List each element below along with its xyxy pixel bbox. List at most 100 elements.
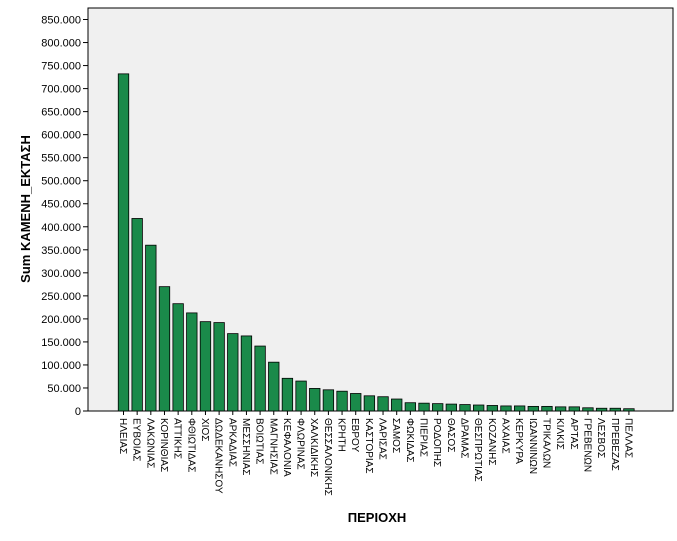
x-tick-label: ΠΕΛΛΑΣ	[622, 418, 633, 458]
y-tick-label: 850.000	[41, 15, 81, 27]
x-tick-label: ΗΛΕΙΑΣ	[117, 418, 128, 454]
x-tick-label: ΚΟΡΙΝΘΙΑΣ	[158, 418, 169, 472]
bar	[404, 402, 417, 412]
bar	[554, 406, 567, 412]
bar	[350, 393, 362, 412]
bar	[527, 405, 539, 412]
bar	[595, 407, 608, 412]
x-tick-label: ΜΑΓΝΗΣΙΑΣ	[267, 418, 278, 475]
x-tick-label: ΚΡΗΤΗ	[336, 418, 347, 452]
x-tick-label: ΚΑΣΤΟΡΙΑΣ	[363, 418, 374, 474]
x-tick-label: ΠΙΕΡΙΑΣ	[418, 418, 429, 457]
x-tick-label: ΧΙΟΣ	[199, 418, 210, 441]
x-tick-label: ΛΕΣΒΟΣ	[595, 418, 606, 458]
bar	[254, 345, 266, 412]
bar	[227, 333, 239, 412]
y-tick-label: 200.000	[41, 314, 81, 326]
x-tick-label: ΒΟΙΩΤΙΑΣ	[254, 418, 265, 464]
y-tick-label: 750.000	[41, 61, 81, 73]
y-tick-label: 550.000	[41, 153, 81, 165]
x-tick-label: ΡΟΔΟΠΗΣ	[431, 418, 442, 467]
bar	[609, 407, 621, 412]
bar	[295, 380, 307, 412]
x-tick-label: ΕΥΒΟΙΑΣ	[131, 418, 142, 461]
bar	[486, 405, 498, 412]
bar	[623, 408, 635, 412]
bar	[473, 404, 485, 412]
y-tick-label: 0	[75, 406, 81, 418]
y-tick-label: 100.000	[41, 360, 81, 372]
bar	[281, 377, 294, 412]
bar	[391, 398, 403, 412]
y-tick-label: 400.000	[41, 222, 81, 234]
bar	[541, 405, 553, 412]
y-tick-label: 600.000	[41, 130, 81, 142]
y-tick-label: 500.000	[41, 176, 81, 188]
x-tick-label: ΕΒΡΟΥ	[349, 418, 360, 452]
bar	[377, 396, 389, 412]
y-tick-label: 800.000	[41, 38, 81, 50]
x-tick-label: ΑΡΚΑΔΙΑΣ	[226, 418, 237, 467]
x-tick-label: ΑΤΤΙΚΗΣ	[172, 418, 183, 459]
bar	[500, 405, 512, 412]
bar	[240, 335, 253, 412]
x-tick-label: ΓΡΕΒΕΝΩΝ	[581, 418, 592, 472]
bar	[336, 390, 348, 412]
y-tick-label: 700.000	[41, 84, 81, 96]
bar	[145, 244, 157, 412]
x-tick-label: ΣΑΜΟΣ	[390, 418, 401, 453]
x-tick-label: ΤΡΙΚΑΛΩΝ	[540, 418, 551, 468]
bar	[582, 407, 594, 412]
x-tick-label: ΚΕΡΚΥΡΑ	[513, 418, 524, 464]
bar	[309, 388, 321, 412]
x-tick-label: ΘΕΣΠΡΩΤΙΑΣ	[472, 418, 483, 482]
plot-area	[87, 7, 674, 412]
x-tick-label: ΑΡΤΑΣ	[568, 418, 579, 450]
x-tick-label: ΜΕΣΣΗΝΙΑΣ	[240, 418, 251, 475]
x-tick-label: ΙΩΑΝΝΙΝΩΝ	[527, 418, 538, 474]
x-tick-label: ΚΟΖΑΝΗΣ	[486, 418, 497, 466]
bar	[513, 405, 526, 412]
bar	[199, 321, 212, 412]
x-tick-label: ΔΩΔΕΚΑΝΗΣΟΥ	[213, 418, 224, 494]
x-tick-label: ΚΕΦΑΛΟΝΙΑ	[281, 418, 292, 477]
x-tick-label: ΦΩΚΙΔΑΣ	[404, 418, 415, 462]
bar	[131, 218, 143, 412]
bar	[568, 406, 580, 412]
bar	[268, 361, 280, 412]
bar	[322, 389, 335, 412]
bar	[363, 395, 376, 412]
x-tick-label: ΧΑΛΚΙΔΙΚΗΣ	[308, 418, 319, 477]
x-tick-label: ΔΡΑΜΑΣ	[459, 418, 470, 458]
bar	[213, 322, 225, 412]
bar	[459, 404, 471, 412]
y-tick-label: 350.000	[41, 245, 81, 257]
bar	[172, 303, 184, 412]
y-tick-label: 650.000	[41, 107, 81, 119]
x-tick-label: ΚΙΛΚΙΣ	[554, 418, 565, 450]
bar	[445, 403, 457, 412]
y-axis-title: Sum ΚΑΜΕΝΗ_ΕΚΤΑΣΗ	[18, 135, 33, 283]
y-tick-label: 50.000	[47, 383, 81, 395]
x-tick-label: ΛΑΚΩΝΙΑΣ	[144, 418, 155, 468]
y-tick-label: 450.000	[41, 199, 81, 211]
bar	[432, 403, 444, 412]
x-tick-label: ΑΧΑΙΑΣ	[499, 418, 510, 454]
x-tick-label: ΦΘΙΩΤΙΔΑΣ	[185, 418, 196, 472]
x-tick-label: ΘΑΣΟΣ	[445, 418, 456, 452]
bar	[186, 312, 198, 412]
x-tick-label: ΛΑΡΙΣΑΣ	[377, 418, 388, 460]
bar	[418, 402, 430, 412]
x-axis-title: ΠΕΡΙΟΧΗ	[348, 510, 407, 525]
y-tick-label: 150.000	[41, 337, 81, 349]
x-tick-label: ΦΛΩΡΙΝΑΣ	[295, 418, 306, 470]
bar	[158, 286, 171, 412]
x-axis: ΗΛΕΙΑΣ ΕΥΒΟΙΑΣ ΛΑΚΩΝΙΑΣ ΚΟΡΙΝΘΙΑΣ ΑΤΤΙΚΗΣ ΦΘΙ…	[117, 411, 633, 496]
y-tick-label: 250.000	[41, 291, 81, 303]
bar	[117, 73, 130, 412]
y-axis: 0 50.000 100.000 150.000 200.000 250.000 300.0…	[41, 15, 88, 418]
x-tick-label: ΠΡΕΒΕΖΑΣ	[609, 418, 620, 471]
y-tick-label: 300.000	[41, 268, 81, 280]
